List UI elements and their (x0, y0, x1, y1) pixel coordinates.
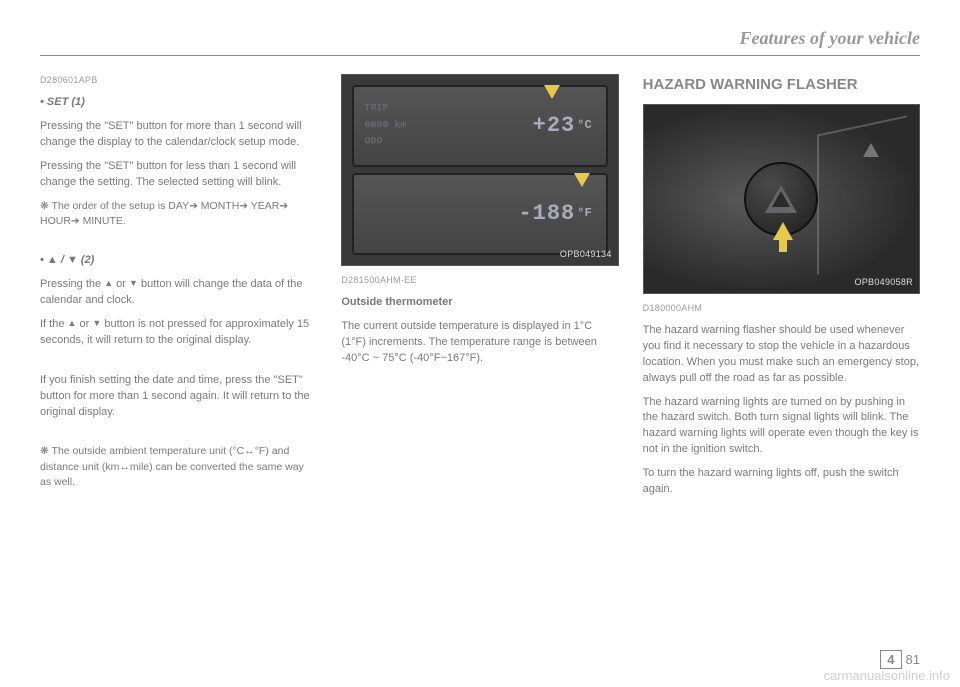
column-3: HAZARD WARNING FLASHER OPB049058R D18000… (643, 74, 920, 506)
note-text: ❋ The order of the setup is DAY➔ MONTH➔ … (40, 199, 317, 229)
trip-value: 0000 km (364, 119, 406, 134)
text-fragment: or (76, 318, 92, 330)
body-text: Pressing the ▲ or ▼ button will change t… (40, 277, 317, 309)
hazard-button (744, 162, 818, 236)
arrow-stem (779, 238, 787, 252)
page-header: Features of your vehicle (40, 28, 920, 49)
body-text: Pressing the "SET" button for less than … (40, 159, 317, 191)
subsection-heading: Outside thermometer (341, 295, 618, 311)
lcd-bottom: -188 °F (352, 173, 607, 255)
column-2: TRIP 0000 km ODO +23 °C -188 °F OPB04913… (341, 74, 618, 506)
down-triangle-icon: ▼ (92, 317, 101, 330)
temp-value: +23 (533, 110, 576, 142)
temp-unit: °F (577, 205, 591, 222)
body-text: Pressing the "SET" button for more than … (40, 119, 317, 151)
figure-label: OPB049058R (854, 276, 913, 289)
hazard-triangle-icon (863, 143, 879, 157)
lcd-top: TRIP 0000 km ODO +23 °C (352, 85, 607, 167)
text-fragment: Pressing the (40, 278, 104, 290)
ref-code: D281500AHM-EE (341, 274, 618, 287)
text-fragment: or (113, 278, 129, 290)
arrow-down-icon (574, 173, 590, 187)
text-fragment: If the (40, 318, 68, 330)
dashboard-outline (817, 115, 907, 274)
odo-label: ODO (364, 135, 406, 150)
figure-label: OPB049134 (560, 248, 612, 261)
arrows-heading: • ▲ / ▼ (2) (40, 253, 317, 269)
thermometer-figure: TRIP 0000 km ODO +23 °C -188 °F OPB04913… (341, 74, 618, 266)
temp-unit: °C (577, 117, 591, 134)
body-text: If the ▲ or ▼ button is not pressed for … (40, 317, 317, 349)
set-heading: • SET (1) (40, 95, 317, 111)
body-text: The hazard warning lights are turned on … (643, 395, 920, 459)
ref-code: D180000AHM (643, 302, 920, 315)
watermark: carmanualsonline.info (824, 668, 950, 683)
column-1: D280601APB • SET (1) Pressing the "SET" … (40, 74, 317, 506)
trip-label: TRIP (364, 102, 406, 117)
body-text: If you finish setting the date and time,… (40, 373, 317, 421)
body-text: The hazard warning flasher should be use… (643, 323, 920, 387)
ref-code: D280601APB (40, 74, 317, 87)
hazard-triangle-icon (765, 185, 797, 213)
arrow-down-icon (544, 85, 560, 99)
section-title: HAZARD WARNING FLASHER (643, 74, 920, 96)
down-triangle-icon: ▼ (129, 277, 138, 290)
header-rule (40, 55, 920, 56)
body-text: The current outside temperature is displ… (341, 319, 618, 367)
body-text: To turn the hazard warning lights off, p… (643, 466, 920, 498)
temp-value: -188 (518, 198, 575, 230)
lcd-left-readout: TRIP 0000 km ODO (364, 102, 406, 150)
page-number: 81 (906, 652, 920, 667)
up-triangle-icon: ▲ (104, 277, 113, 290)
chapter-number: 4 (880, 650, 901, 669)
note-text: ❋ The outside ambient temperature unit (… (40, 444, 317, 490)
page-footer: 4 81 (880, 650, 920, 669)
hazard-figure: OPB049058R (643, 104, 920, 294)
content-columns: D280601APB • SET (1) Pressing the "SET" … (40, 74, 920, 506)
